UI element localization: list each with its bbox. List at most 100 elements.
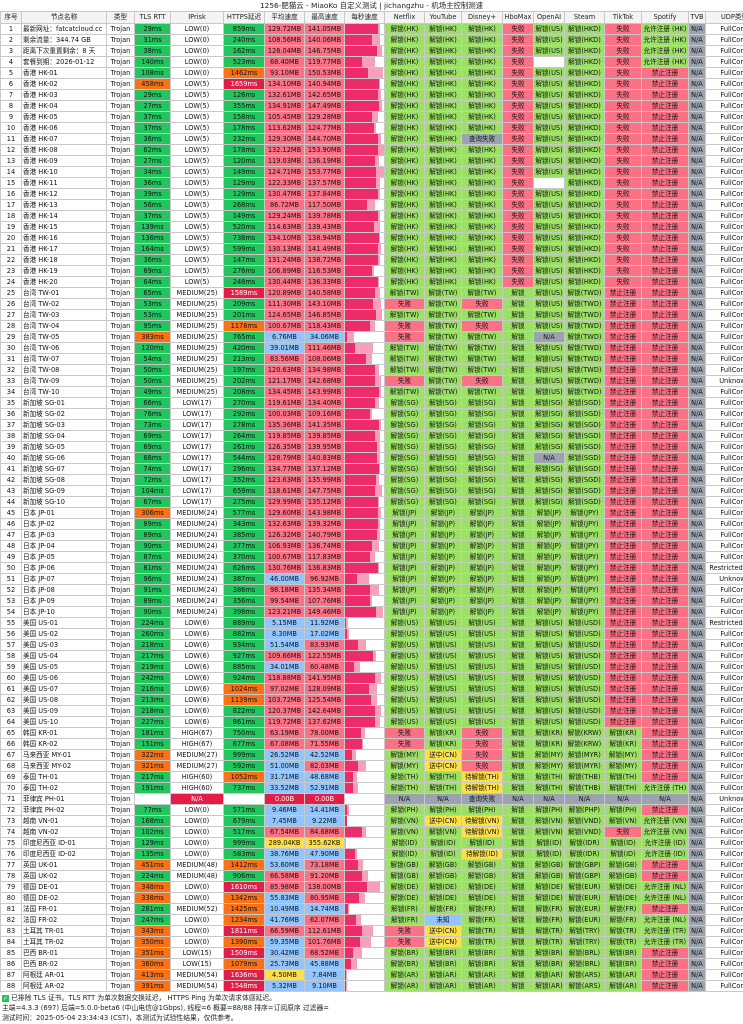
- cell: 0.00B: [304, 793, 345, 805]
- table-row: 27 台湾 TW-03 Trojan 53ms MEDIUM(25) 201ms 124.6…: [0, 309, 743, 321]
- cell: Trojan: [106, 408, 135, 420]
- cell: 132.63MB: [264, 518, 305, 530]
- cell: FullCone: [705, 760, 743, 772]
- cell: 216ms: [134, 683, 171, 695]
- cell: N/A: [688, 474, 706, 486]
- cell: LOW(0): [170, 56, 224, 68]
- cell: 解锁: [502, 551, 534, 563]
- cell: 355.62KB: [304, 837, 345, 849]
- cell: 解锁(BR): [384, 958, 425, 970]
- cell: Trojan: [106, 287, 135, 299]
- cell: 121.17MB: [264, 375, 305, 387]
- cell: 135.12MB: [304, 496, 345, 508]
- cell: LOW(5): [170, 177, 224, 189]
- cell: 解锁(TWD): [564, 331, 605, 343]
- cell: 失败: [604, 56, 642, 68]
- cell: 解锁(VND): [564, 815, 605, 827]
- cell: 151ms: [134, 738, 171, 750]
- cell: 解锁(JP): [461, 540, 503, 552]
- footer-line-1: ✓ 已排除 TLS 证书。TLS RTT 为单次数据交换延迟， HTTPS Pin…: [2, 994, 276, 1002]
- cell: MEDIUM(25): [170, 342, 224, 354]
- cell: 132.61MB: [264, 89, 305, 101]
- cell: 解锁(VN): [604, 815, 642, 827]
- cell: 禁止注册: [641, 364, 689, 376]
- cell: 解锁(GB): [461, 859, 503, 871]
- cell: 解锁(TW): [384, 287, 425, 299]
- cell: Trojan: [106, 111, 135, 123]
- cell: 解锁(US): [533, 705, 565, 717]
- cell: Trojan: [106, 837, 135, 849]
- cell: 解锁(TR): [604, 936, 642, 948]
- cell: 1636ms: [223, 969, 265, 981]
- cell: 1412ms: [223, 859, 265, 871]
- cell: Trojan: [106, 870, 135, 882]
- cell: N/A: [688, 782, 706, 794]
- cell: 386ms: [223, 584, 265, 596]
- speed-bar-avg: [345, 849, 355, 859]
- cell: 85.98MB: [264, 881, 305, 893]
- cell: 解锁(US): [533, 23, 565, 35]
- cell: FullCone: [705, 837, 743, 849]
- cell: 失败: [461, 760, 503, 772]
- cell: LOW(0): [170, 67, 224, 79]
- cell: 289.04KB: [264, 837, 305, 849]
- cell: 解锁(JP): [384, 518, 425, 530]
- speed-bar-avg: [345, 244, 378, 254]
- cell: 224ms: [134, 870, 171, 882]
- speed-bar-avg: [345, 343, 355, 353]
- cell: 禁止注册: [641, 100, 689, 112]
- cell: LOW(6): [170, 683, 224, 695]
- cell: Trojan: [106, 254, 135, 266]
- cell: 136ms: [134, 232, 171, 244]
- cell: 276ms: [223, 265, 265, 277]
- speed-bar-avg: [345, 662, 354, 672]
- cell: 306ms: [134, 507, 171, 519]
- cell: 失败: [502, 78, 534, 90]
- speed-bar-avg: [345, 882, 367, 892]
- cell: 72ms: [134, 474, 171, 486]
- cell: 7.84MB: [304, 969, 345, 981]
- speed-bar-avg: [345, 299, 373, 309]
- cell: 解锁: [502, 892, 534, 904]
- cell: 解锁: [502, 606, 534, 618]
- cell: 84: [0, 936, 22, 948]
- cell: LOW(17): [170, 463, 224, 475]
- cell: 278ms: [223, 419, 265, 431]
- cell: 解锁(HKD): [564, 265, 605, 277]
- cell: Trojan: [106, 386, 135, 398]
- cell: N/A: [688, 100, 706, 112]
- table-row: 31 台湾 TW-07 Trojan 54ms MEDIUM(25) 213ms 83.56…: [0, 353, 743, 365]
- cell: 解锁: [502, 386, 534, 398]
- cell: 解锁(HK): [424, 56, 462, 68]
- cell: 解锁(ID): [384, 837, 425, 849]
- cell: Trojan: [106, 848, 135, 860]
- node-name: 新加坡 SG-06: [21, 452, 107, 464]
- cell: 924ms: [223, 672, 265, 684]
- cell: LOW(17): [170, 474, 224, 486]
- cell: FullCone: [705, 540, 743, 552]
- cell: 129.60MB: [264, 507, 305, 519]
- cell: 56: [0, 628, 22, 640]
- speed-bar: [344, 980, 385, 992]
- cell: 解锁(HK): [384, 34, 425, 46]
- speed-bar: [344, 276, 385, 288]
- cell: 解锁(AR): [604, 980, 642, 992]
- cell: FullCone: [705, 936, 743, 948]
- cell: 禁止注册: [641, 980, 689, 992]
- cell: 允许注册 (ID): [641, 848, 689, 860]
- cell: N/A: [688, 496, 706, 508]
- cell: 禁止注册: [641, 254, 689, 266]
- cell: FullCone: [705, 870, 743, 882]
- cell: 允许注册 (HK): [641, 45, 689, 57]
- cell: N/A: [688, 650, 706, 662]
- cell: 40: [0, 452, 22, 464]
- cell: 120ms: [223, 155, 265, 167]
- column-header: TikTok: [604, 11, 642, 24]
- cell: 失败: [604, 45, 642, 57]
- cell: 122.55MB: [304, 650, 345, 662]
- cell: N/A: [688, 276, 706, 288]
- cell: 138.00MB: [304, 881, 345, 893]
- table-row: 10 香港 HK-06 Trojan 37ms LOW(5) 178ms 113.62MB 1…: [0, 122, 743, 134]
- table-row: 40 新加坡 SG-06 Trojan 68ms LOW(17) 544ms 128.79M…: [0, 452, 743, 464]
- cell: 135.36MB: [264, 419, 305, 431]
